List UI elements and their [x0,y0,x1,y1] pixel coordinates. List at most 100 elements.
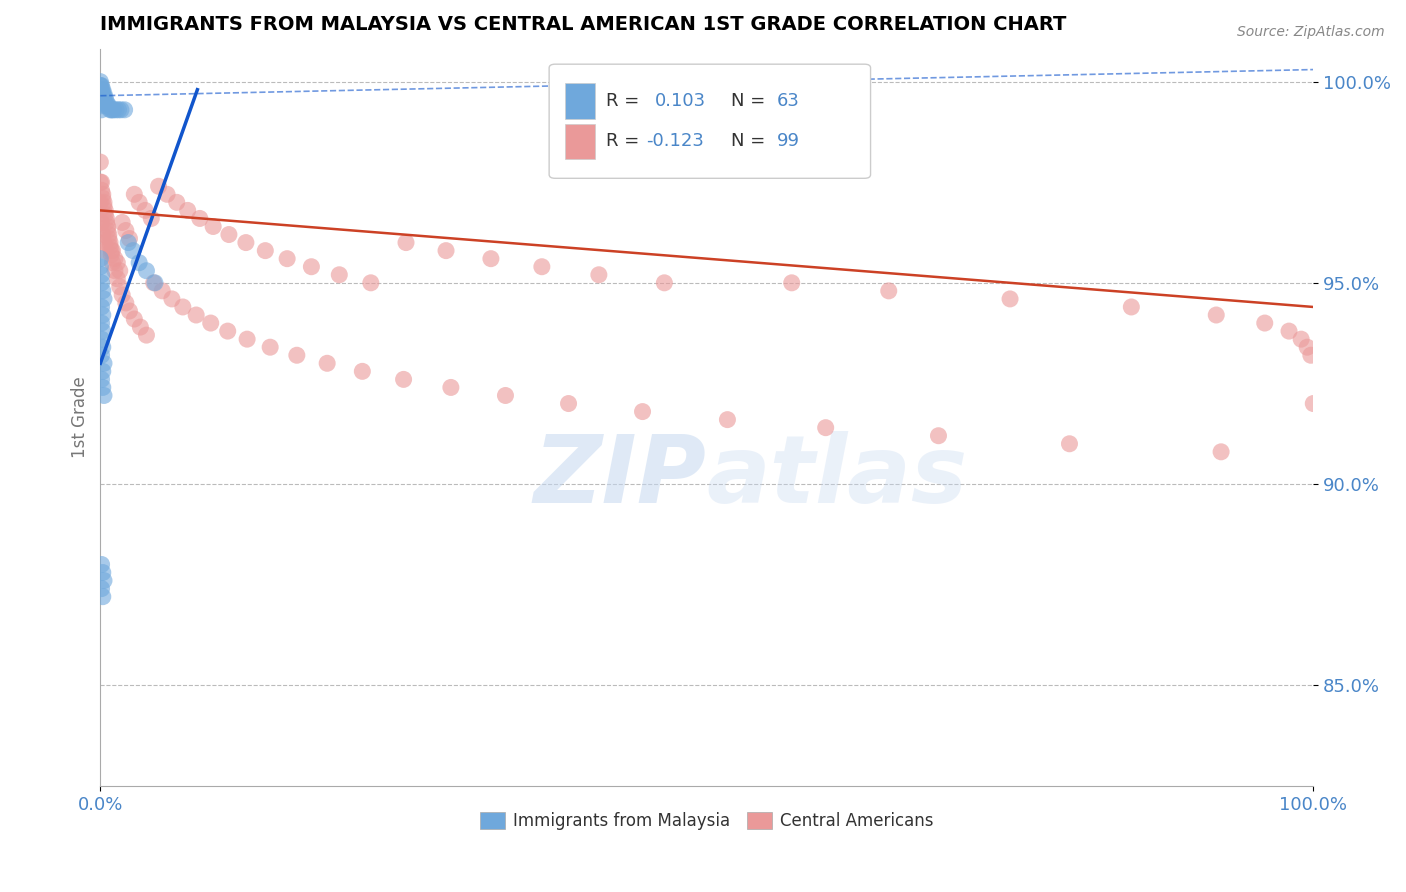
Point [148,179,170,194]
Point [128,195,150,210]
Point [110,103,132,117]
Point [90,91,112,105]
Point [495,388,517,402]
Point [90,78,112,93]
Point [94,244,117,258]
Point [93,292,115,306]
Text: Source: ZipAtlas.com: Source: ZipAtlas.com [1237,25,1385,39]
Text: R =: R = [606,92,645,110]
Point [89,83,111,97]
Point [96,215,118,229]
Point [90,582,112,596]
Point [93,95,115,109]
Point [93,388,115,402]
FancyBboxPatch shape [565,124,595,159]
Point [89,195,111,210]
Point [134,203,156,218]
Point [90,372,112,386]
Point [217,324,239,338]
Point [111,288,134,302]
Point [105,272,128,286]
Text: 99: 99 [778,133,800,151]
Point [101,103,124,117]
Point [1121,300,1143,314]
Point [440,380,463,394]
Point [90,175,112,189]
Point [118,231,141,245]
Point [143,276,166,290]
Point [328,268,350,282]
Point [97,223,120,237]
Point [814,420,837,434]
Point [96,99,118,113]
Point [100,244,122,258]
Point [395,235,418,250]
Point [236,332,259,346]
Point [135,264,157,278]
Point [89,260,111,274]
Point [780,276,803,290]
Point [124,187,146,202]
Point [90,316,112,330]
Text: N =: N = [731,92,770,110]
Point [90,215,112,229]
Point [97,219,120,234]
Point [98,103,121,117]
Point [91,364,114,378]
Point [90,332,112,346]
Point [172,300,194,314]
Point [94,203,117,218]
Point [135,328,157,343]
Text: atlas: atlas [707,431,969,523]
Point [118,304,141,318]
Point [1296,340,1319,354]
Point [90,103,112,117]
Point [93,91,115,105]
Point [91,191,114,205]
Point [128,256,150,270]
Point [91,91,114,105]
Point [96,211,118,226]
Point [91,187,114,202]
Point [360,276,382,290]
Point [89,87,111,101]
Point [1289,332,1312,346]
Point [91,590,114,604]
Point [927,428,949,442]
Point [93,199,115,213]
Point [104,252,127,266]
Point [93,235,115,250]
Point [100,247,122,261]
Point [142,276,165,290]
Point [90,95,112,109]
Point [218,227,240,242]
Point [105,256,128,270]
Point [91,87,114,101]
Text: ZIP: ZIP [534,431,707,523]
Text: -0.123: -0.123 [647,133,704,151]
Point [90,183,112,197]
Text: R =: R = [606,133,645,151]
Point [90,83,112,97]
Point [104,264,127,278]
Point [176,203,198,218]
Point [91,227,114,242]
Point [124,312,146,326]
Point [1205,308,1227,322]
Text: IMMIGRANTS FROM MALAYSIA VS CENTRAL AMERICAN 1ST GRADE CORRELATION CHART: IMMIGRANTS FROM MALAYSIA VS CENTRAL AMER… [100,15,1067,34]
Point [90,300,112,314]
Point [129,320,152,334]
Point [235,235,257,250]
Point [94,91,117,105]
Point [90,87,112,101]
Point [97,99,120,113]
Point [877,284,900,298]
Point [1059,436,1081,450]
Point [160,292,183,306]
Y-axis label: 1st Grade: 1st Grade [72,376,89,458]
Point [1209,445,1232,459]
Point [141,211,163,226]
Point [117,235,139,250]
Point [98,235,121,250]
Point [285,348,308,362]
